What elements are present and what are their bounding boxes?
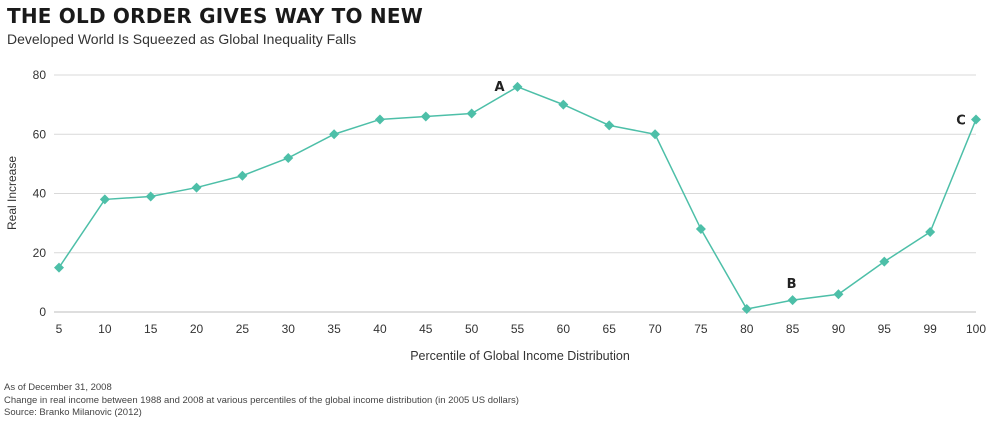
footnote-source: Source: Branko Milanovic (2012) — [4, 407, 142, 418]
data-point — [466, 108, 477, 119]
x-tick-label: 99 — [923, 322, 937, 336]
gridlines — [54, 74, 976, 313]
data-point — [99, 194, 110, 205]
x-tick-label: 40 — [373, 322, 387, 336]
y-tick-label: 60 — [33, 127, 47, 141]
data-point — [925, 227, 936, 238]
series-line — [58, 86, 977, 310]
footnote-date: As of December 31, 2008 — [4, 382, 112, 393]
chart-title: THE OLD ORDER GIVES WAY TO NEW — [7, 4, 423, 28]
data-point — [237, 170, 248, 181]
x-tick-label: 10 — [98, 322, 112, 336]
data-point — [54, 262, 64, 273]
x-tick-label: 15 — [144, 322, 158, 336]
y-axis-label: Real Increase — [5, 156, 19, 230]
y-tick-labels: 0 20 40 60 80 — [33, 68, 47, 319]
chart-subtitle: Developed World Is Squeezed as Global In… — [7, 31, 357, 47]
x-tick-label: 50 — [465, 322, 479, 336]
x-tick-label: 45 — [419, 322, 433, 336]
data-point — [329, 129, 340, 140]
data-point — [604, 120, 615, 131]
y-tick-label: 0 — [39, 305, 46, 319]
data-point — [971, 114, 981, 125]
annotation-c: C — [956, 113, 966, 128]
data-point — [145, 191, 156, 202]
annotation-a: A — [494, 80, 504, 95]
data-point — [512, 81, 523, 92]
x-tick-label: 5 — [56, 322, 63, 336]
data-point — [833, 289, 844, 300]
x-tick-label: 80 — [740, 322, 754, 336]
x-tick-label: 95 — [878, 322, 892, 336]
x-tick-label: 90 — [832, 322, 846, 336]
data-point — [191, 182, 202, 193]
data-point — [420, 111, 431, 122]
data-point — [879, 256, 890, 267]
annotations: A B C — [494, 80, 965, 292]
data-point — [558, 99, 569, 110]
data-point — [695, 224, 706, 235]
x-tick-label: 85 — [786, 322, 800, 336]
x-tick-label: 25 — [236, 322, 250, 336]
y-tick-label: 80 — [33, 68, 47, 82]
footnote-description: Change in real income between 1988 and 2… — [4, 394, 519, 406]
x-tick-label: 20 — [190, 322, 204, 336]
data-point — [650, 129, 661, 140]
x-tick-label: 55 — [511, 322, 525, 336]
x-tick-label: 30 — [282, 322, 296, 336]
footnotes: As of December 31, 2008 Change in real i… — [4, 382, 519, 420]
x-axis-label: Percentile of Global Income Distribution — [410, 349, 630, 363]
x-tick-label: 65 — [603, 322, 617, 336]
x-tick-label: 35 — [327, 322, 341, 336]
x-tick-label: 60 — [557, 322, 571, 336]
x-tick-label: 75 — [694, 322, 708, 336]
x-tick-label: 70 — [648, 322, 662, 336]
x-tick-label: 100 — [966, 322, 986, 336]
annotation-b: B — [787, 277, 797, 292]
data-point — [741, 304, 752, 315]
data-point — [374, 114, 385, 125]
x-tick-labels: 5 10 15 20 25 30 35 40 45 50 55 60 65 70 75 80 85 90 95 99 1… — [56, 322, 987, 336]
data-point — [787, 295, 798, 306]
y-tick-label: 20 — [33, 246, 47, 260]
y-tick-label: 40 — [33, 187, 47, 201]
data-point — [283, 152, 294, 163]
data-points — [54, 81, 981, 315]
